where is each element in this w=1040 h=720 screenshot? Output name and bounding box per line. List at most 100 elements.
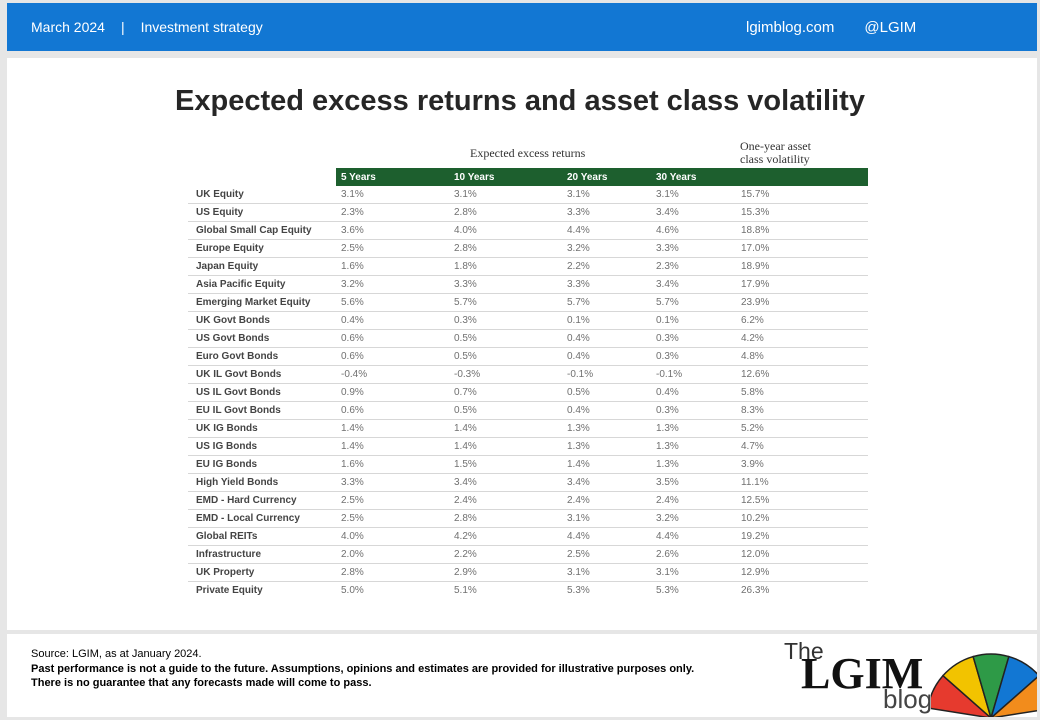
row-label: US Equity [196,207,244,218]
table-row: US Equity 2.3% 2.8% 3.3% 3.4% 15.3% [188,204,868,222]
cell-30y: 3.5% [656,477,679,488]
table-row: Emerging Market Equity 5.6% 5.7% 5.7% 5.7% 23… [188,294,868,312]
cell-20y: 2.5% [567,549,590,560]
cell-10y: 3.3% [454,279,477,290]
cell-volatility: 10.2% [741,513,770,524]
cell-5y: 0.6% [341,351,364,362]
cell-volatility: 19.2% [741,531,770,542]
table-row: US IG Bonds 1.4% 1.4% 1.3% 1.3% 4.7% [188,438,868,456]
table-body: UK Equity 3.1% 3.1% 3.1% 3.1% 15.7% US Equity 2… [188,186,868,600]
cell-10y: 0.3% [454,315,477,326]
separator: | [120,19,125,35]
cell-10y: 2.4% [454,495,477,506]
row-label: Private Equity [196,585,263,596]
cell-20y: 3.4% [567,477,590,488]
cell-20y: 0.4% [567,333,590,344]
row-label: US IL Govt Bonds [196,387,281,398]
column-header-5y: 5 Years [341,172,376,183]
cell-5y: 1.4% [341,423,364,434]
cell-20y: 2.2% [567,261,590,272]
cell-30y: 3.2% [656,513,679,524]
cell-volatility: 12.9% [741,567,770,578]
lgim-blog-logo: The LGIM blog [781,634,1037,717]
cell-volatility: 11.1% [741,477,769,488]
cell-5y: 3.1% [341,189,364,200]
table-row: Infrastructure 2.0% 2.2% 2.5% 2.6% 12.0% [188,546,868,564]
row-label: EMD - Local Currency [196,513,300,524]
row-label: Japan Equity [196,261,259,272]
cell-volatility: 8.3% [741,405,764,416]
twitter-handle-link[interactable]: @LGIM [864,19,917,36]
cell-5y: 1.6% [341,459,364,470]
cell-20y: 3.3% [567,207,590,218]
category-label: Investment strategy [140,19,263,35]
cell-volatility: 18.8% [741,225,770,236]
table-row: EU IG Bonds 1.6% 1.5% 1.4% 1.3% 3.9% [188,456,868,474]
cell-10y: 1.4% [454,423,477,434]
cell-volatility: 18.9% [741,261,770,272]
volatility-column-label: One-year asset class volatility [740,139,811,166]
cell-30y: 0.4% [656,387,679,398]
cell-volatility: 4.2% [741,333,764,344]
cell-5y: 0.6% [341,405,364,416]
row-label: Global Small Cap Equity [196,225,312,236]
footer: Source: LGIM, as at January 2024. Past p… [7,634,1037,717]
cell-10y: 0.7% [454,387,477,398]
cell-10y: 2.2% [454,549,477,560]
cell-30y: 4.6% [656,225,679,236]
table-row: US Govt Bonds 0.6% 0.5% 0.4% 0.3% 4.2% [188,330,868,348]
column-header-bar: 5 Years 10 Years 20 Years 30 Years [336,168,868,186]
site-link[interactable]: lgimblog.com [746,19,835,36]
column-header-30y: 30 Years [656,172,697,183]
cell-30y: 5.7% [656,297,679,308]
cell-volatility: 3.9% [741,459,764,470]
table-row: Private Equity 5.0% 5.1% 5.3% 5.3% 26.3% [188,582,868,600]
table-row: Euro Govt Bonds 0.6% 0.5% 0.4% 0.3% 4.8% [188,348,868,366]
cell-volatility: 26.3% [741,585,770,596]
cell-30y: 3.1% [656,189,679,200]
cell-30y: 3.3% [656,243,679,254]
cell-20y: 4.4% [567,225,590,236]
cell-20y: 0.1% [567,315,590,326]
cell-10y: 0.5% [454,405,477,416]
umbrella-segment [991,676,1037,717]
cell-5y: 1.4% [341,441,364,452]
cell-5y: 2.0% [341,549,364,560]
cell-20y: 3.1% [567,189,590,200]
cell-30y: 2.3% [656,261,679,272]
table-row: UK Property 2.8% 2.9% 3.1% 3.1% 12.9% [188,564,868,582]
row-label: EMD - Hard Currency [196,495,297,506]
table-row: UK Equity 3.1% 3.1% 3.1% 3.1% 15.7% [188,186,868,204]
cell-5y: 4.0% [341,531,364,542]
row-label: Global REITs [196,531,258,542]
cell-10y: -0.3% [454,369,481,380]
table-row: High Yield Bonds 3.3% 3.4% 3.4% 3.5% 11.1% [188,474,868,492]
cell-30y: 2.6% [656,549,679,560]
row-label: UK Property [196,567,255,578]
cell-20y: -0.1% [567,369,594,380]
cell-10y: 0.5% [454,351,477,362]
cell-30y: 4.4% [656,531,679,542]
cell-10y: 2.8% [454,207,477,218]
cell-5y: 2.3% [341,207,364,218]
cell-10y: 4.0% [454,225,477,236]
umbrella-segment [990,655,1037,717]
cell-10y: 1.8% [454,261,477,272]
row-label: UK IG Bonds [196,423,258,434]
cell-20y: 3.3% [567,279,590,290]
cell-20y: 3.1% [567,567,590,578]
cell-10y: 2.8% [454,243,477,254]
source-note: Source: LGIM, as at January 2024. [31,648,202,660]
row-label: US Govt Bonds [196,333,270,344]
cell-5y: 2.5% [341,513,364,524]
cell-5y: 3.2% [341,279,364,290]
table-row: Global Small Cap Equity 3.6% 4.0% 4.4% 4.6% 1… [188,222,868,240]
table-row: Japan Equity 1.6% 1.8% 2.2% 2.3% 18.9% [188,258,868,276]
table-row: UK Govt Bonds 0.4% 0.3% 0.1% 0.1% 6.2% [188,312,868,330]
cell-30y: -0.1% [656,369,683,380]
cell-volatility: 4.7% [741,441,764,452]
cell-5y: 2.5% [341,243,364,254]
cell-10y: 0.5% [454,333,477,344]
table-row: UK IG Bonds 1.4% 1.4% 1.3% 1.3% 5.2% [188,420,868,438]
row-label: UK Equity [196,189,244,200]
